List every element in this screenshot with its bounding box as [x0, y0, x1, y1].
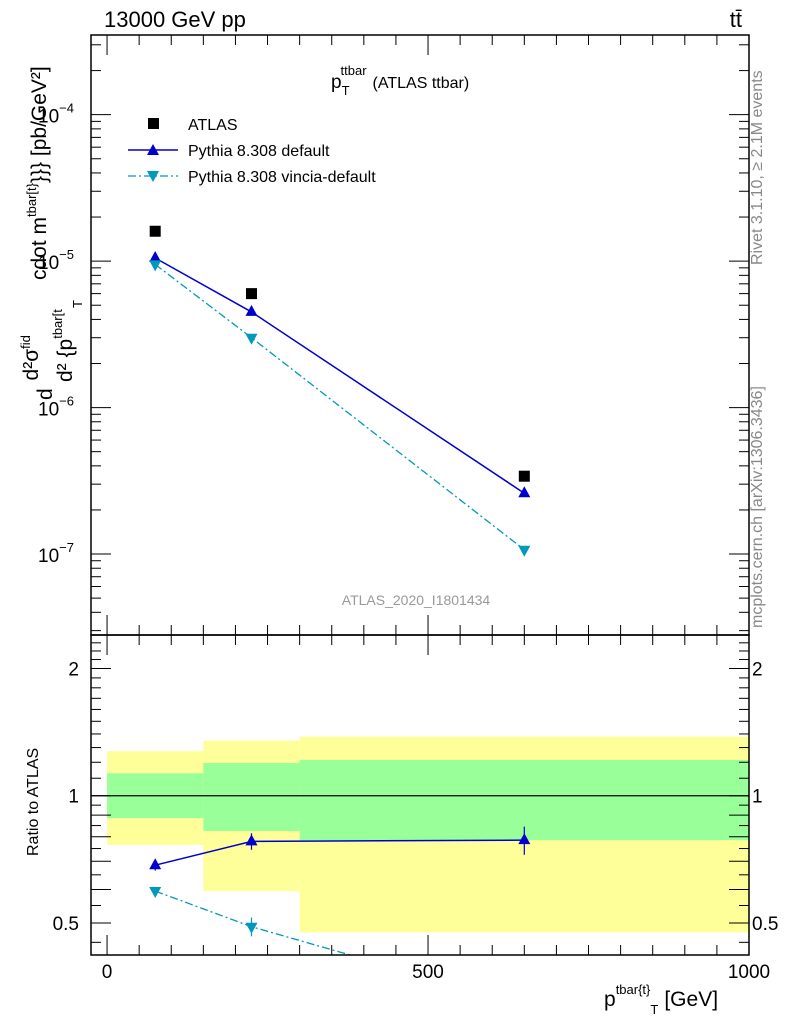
main-point-default-2	[518, 486, 531, 498]
ylabel-tail: cdot m	[28, 217, 51, 280]
ytick-exp: −4	[59, 101, 74, 116]
ylabel-den: d² {p	[54, 339, 77, 382]
main-ytick-label: 10−7	[38, 540, 74, 567]
energy-label: 13000 GeV pp	[104, 7, 246, 32]
main-ytick-label: 10−4	[38, 101, 74, 128]
xlabel-sup: tbar{t}	[616, 982, 651, 997]
main-point-default-1	[245, 304, 258, 316]
ratio-xtick-label: 1000	[728, 962, 770, 983]
ratio-xtick-label: 0	[102, 962, 113, 983]
ylabel-den-sub: T	[70, 300, 85, 308]
main-point-vincia-1	[245, 333, 258, 345]
legend-label-default: Pythia 8.308 default	[188, 143, 330, 160]
main-ytick-label: 10−6	[38, 394, 74, 421]
svg-text:d² {ptbar[t: d² {ptbar[t	[50, 309, 77, 382]
legend-marker-vincia	[147, 171, 159, 182]
ratio-band-stat-1	[203, 763, 300, 832]
ytick-exp: −5	[59, 247, 74, 262]
ratio-ytick-label: 1	[68, 787, 79, 808]
ylabel-tail-sup: tbar[t}	[24, 182, 39, 217]
main-panel: 10−410−510−610−7 pTttbar(ATLAS ttbar) AT…	[18, 34, 750, 636]
xlabel-main: p	[604, 988, 616, 1011]
ylabel-d: d	[34, 388, 57, 400]
ytick-base: 10	[38, 546, 59, 567]
ratio-panel: 0.5 0.5 1 1 2 2 0 500 1000 Ratio to ATLAS ptbar{…	[25, 634, 778, 1017]
legend-marker-atlas	[148, 118, 159, 129]
ratio-frame	[90, 634, 750, 956]
ytick-base: 10	[38, 253, 59, 274]
main-point-atlas-2	[518, 470, 530, 482]
ratio-point-default-1	[245, 834, 258, 846]
legend-label-atlas: ATLAS	[188, 117, 238, 134]
ratio-ytick-label-right: 0.5	[752, 914, 778, 935]
ratio-point-default-2	[518, 833, 531, 845]
plot-title-sub: T	[342, 83, 350, 98]
main-point-atlas-1	[245, 288, 257, 300]
ratio-point-vincia-0	[149, 887, 162, 899]
xlabel-tail: [GeV]	[664, 988, 718, 1011]
main-ylabel: d d²σfid d² {ptbar[t T cdot mtbar[t}}}} …	[18, 66, 85, 400]
main-point-atlas-0	[149, 225, 161, 237]
ylabel-num-sup: fid	[18, 335, 33, 349]
plot-title-main: p	[331, 72, 342, 93]
ratio-ytick-label-right: 2	[752, 659, 763, 680]
svg-text:cdot mtbar[t}}}} [pb/GeV²]: cdot mtbar[t}}}} [pb/GeV²]	[24, 66, 51, 280]
ratio-ytick-label: 2	[68, 659, 79, 680]
xlabel-sub: T	[650, 1002, 658, 1017]
legend-marker-default	[147, 144, 159, 155]
main-point-vincia-0	[149, 260, 162, 272]
ratio-ylabel: Ratio to ATLAS	[25, 748, 42, 856]
svg-text:d d²σfid: d d²σfid	[18, 335, 57, 400]
ylabel-den-sup: tbar[t	[50, 309, 65, 339]
ratio-point-default-0	[149, 858, 162, 870]
ratio-xtick-label: 500	[412, 962, 444, 983]
main-point-vincia-2	[518, 545, 531, 557]
ylabel-tail-end: }}} [pb/GeV²]	[28, 66, 51, 183]
ytick-exp: −7	[59, 540, 74, 555]
main-line-default	[154, 257, 525, 494]
mcplots-label: mcplots.cern.ch [arXiv:1306.3436]	[749, 386, 766, 628]
ratio-ytick-label: 0.5	[53, 914, 79, 935]
ratio-point-vincia-2	[518, 1001, 530, 1012]
analysis-id: ATLAS_2020_I1801434	[342, 592, 491, 608]
main-ytick-label: 10−5	[38, 247, 74, 274]
rivet-label: Rivet 3.1.10, ≥ 2.1M events	[749, 70, 766, 265]
ratio-xlabel: ptbar{t} T [GeV]	[604, 982, 718, 1017]
process-label: tt̄	[730, 7, 742, 32]
plot-title-tail: (ATLAS ttbar)	[373, 75, 470, 92]
main-point-default-0	[149, 251, 162, 263]
legend-label-vincia: Pythia 8.308 vincia-default	[188, 169, 376, 186]
ytick-base: 10	[38, 400, 59, 421]
ytick-exp: −6	[59, 394, 74, 409]
ratio-ytick-label-right: 1	[752, 787, 763, 808]
ytick-base: 10	[38, 107, 59, 128]
plot-title: pTttbar (ATLAS ttbar)	[331, 63, 469, 98]
legend: ATLAS Pythia 8.308 default Pythia 8.308 …	[128, 117, 376, 186]
ylabel-num: d²σ	[20, 349, 43, 381]
main-line-vincia	[154, 263, 525, 551]
ratio-point-vincia-1	[245, 922, 258, 934]
plot-title-sup: ttbar	[341, 63, 368, 78]
